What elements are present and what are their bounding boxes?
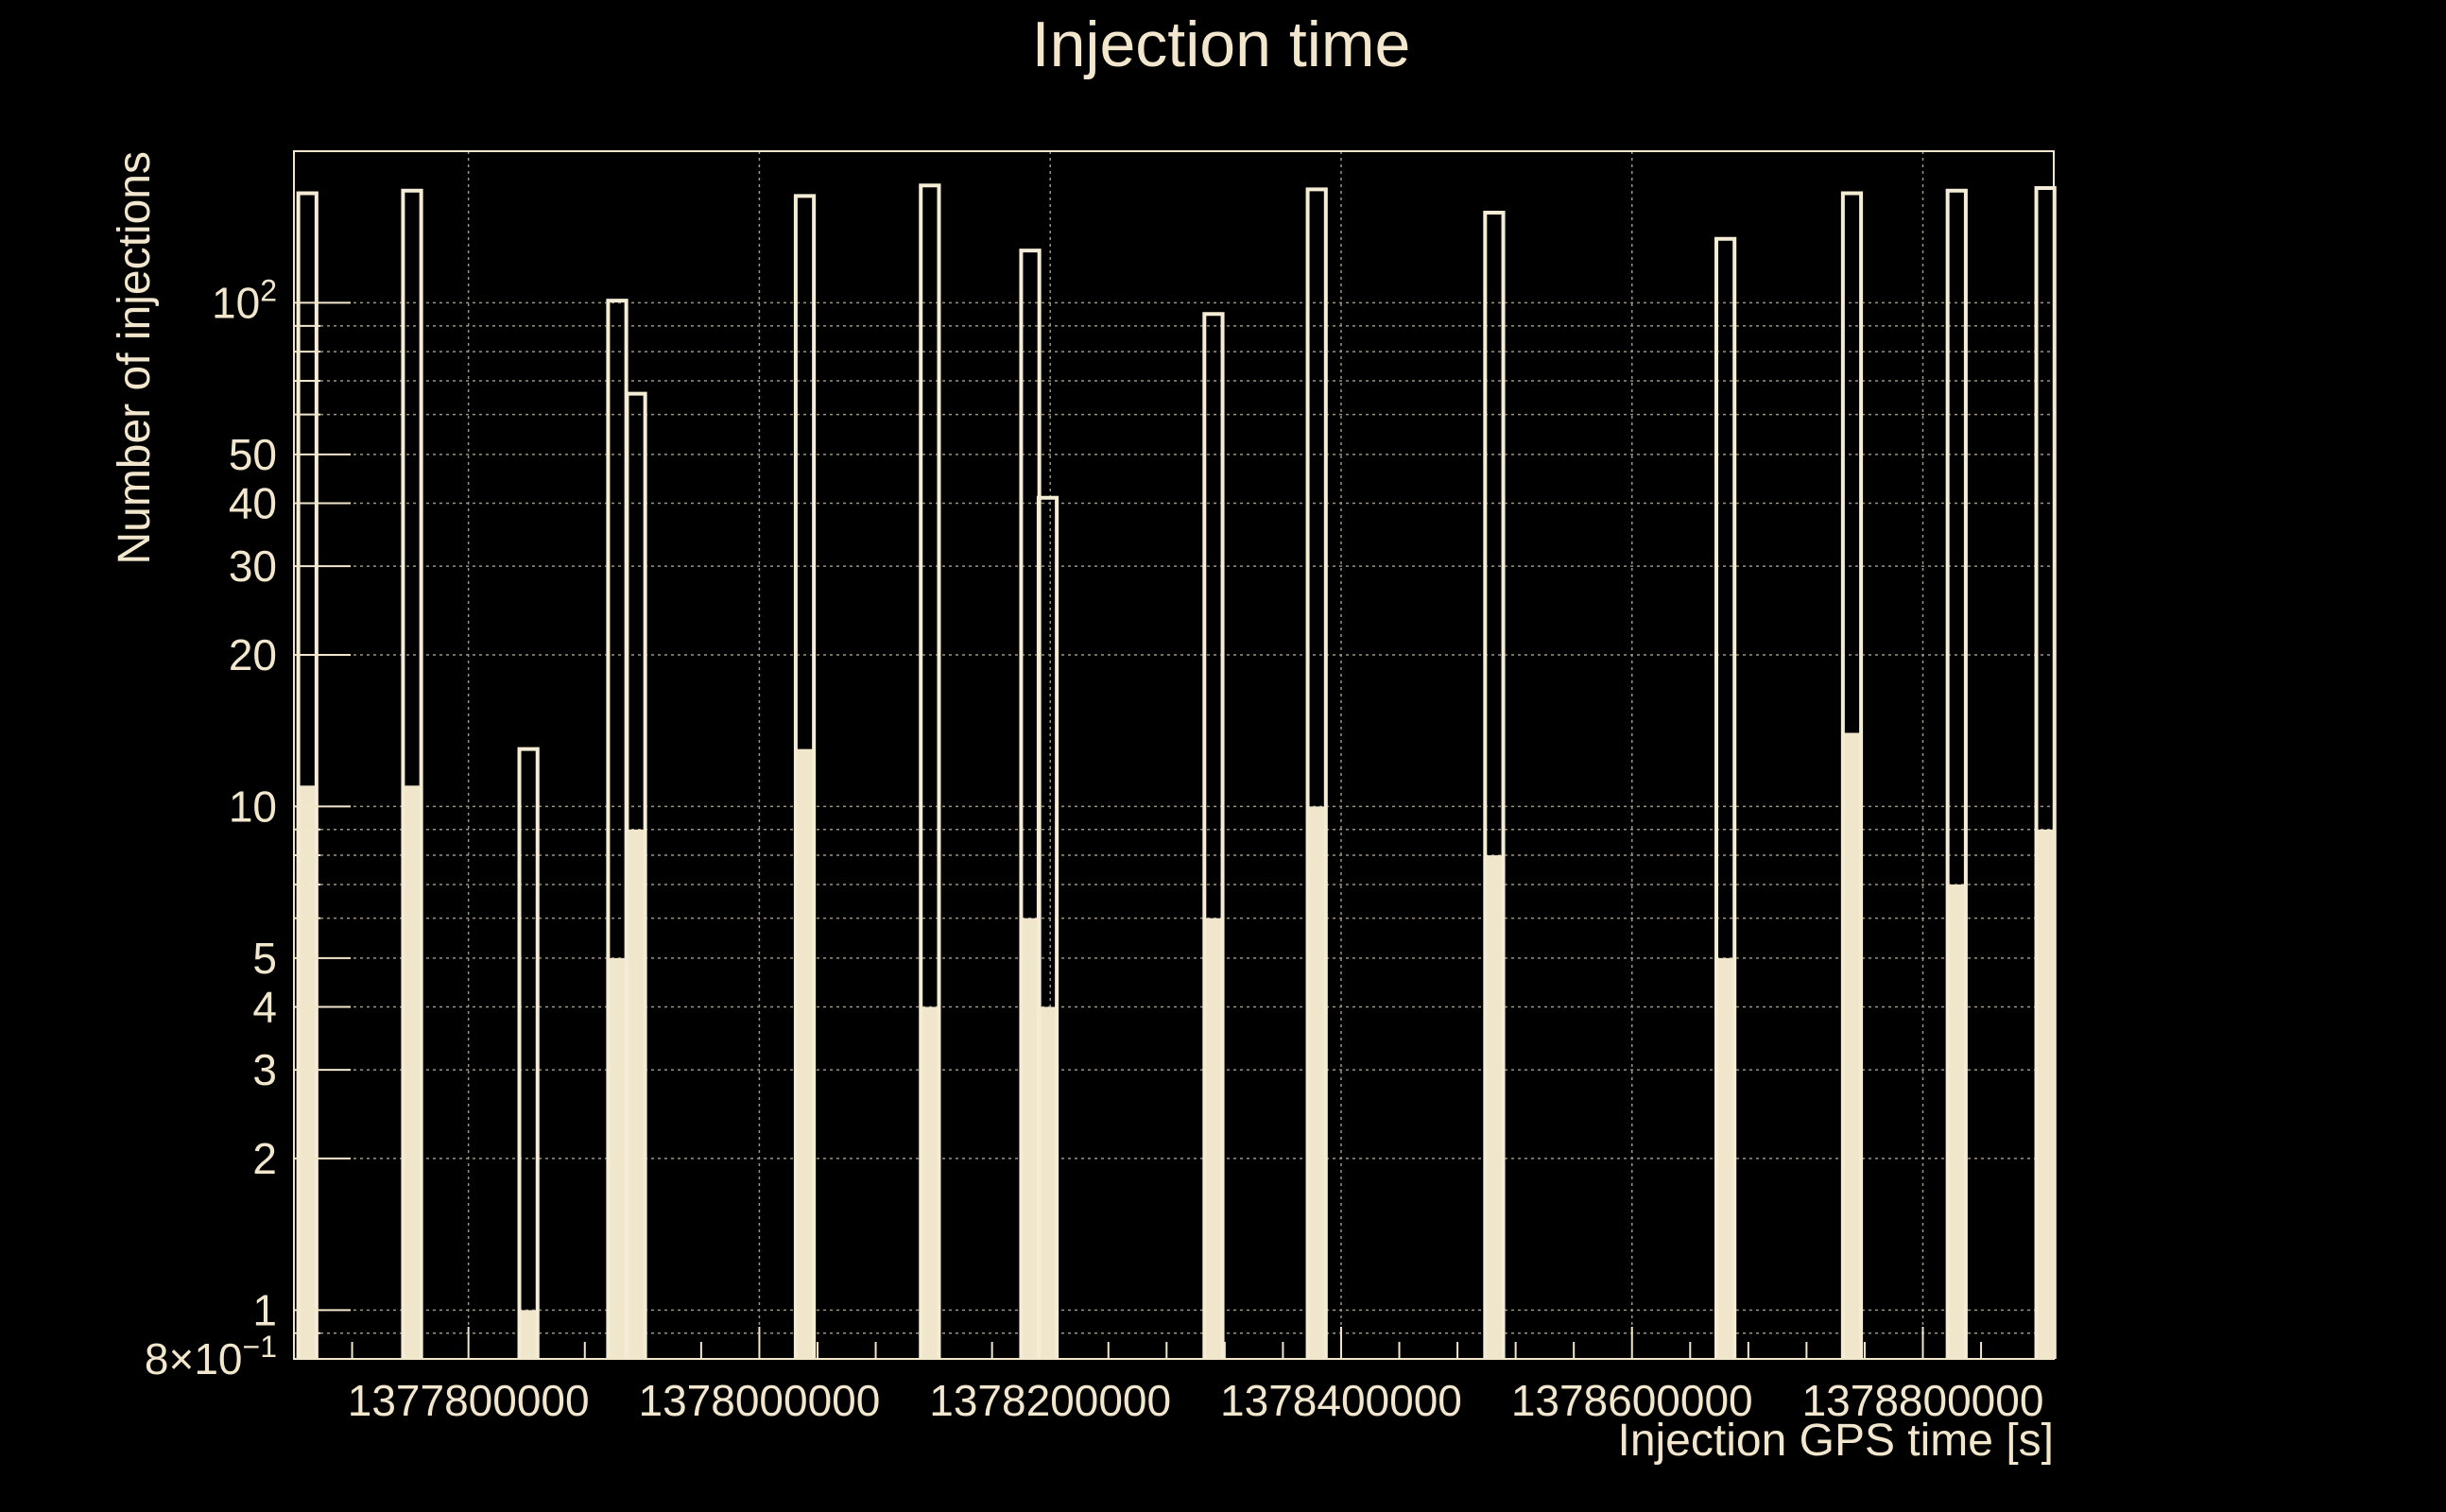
filled-bar: [2036, 829, 2055, 1359]
outline-bar: [625, 391, 647, 1359]
y-tick-label: 10: [229, 782, 277, 831]
outline-bar: [1036, 495, 1059, 1359]
filled-bar: [1947, 884, 1966, 1359]
filled-bar: [1038, 1006, 1058, 1359]
y-tick-label: 40: [229, 479, 277, 528]
x-axis-ticks: 1377800000 1378000000 1378200000 1378400000…: [293, 1327, 2044, 1425]
outline-bar: [401, 188, 423, 1359]
grid-lines: [294, 151, 2054, 1359]
outline-bar: [1202, 312, 1225, 1359]
filled-bar: [608, 957, 627, 1359]
outline-bar: [793, 194, 817, 1359]
outline-bar: [1945, 188, 1968, 1359]
filled-bar: [1715, 957, 1735, 1359]
y-tick-label: 20: [229, 630, 277, 679]
x-tick-label: 1378800000: [1802, 1376, 2044, 1425]
y-tick-label: 3: [252, 1045, 277, 1094]
x-tick-label: 1377800000: [348, 1376, 590, 1425]
filled-bar: [1485, 855, 1504, 1359]
filled-bar: [1842, 732, 1862, 1359]
y-tick-label: 8×10−1: [145, 1330, 277, 1383]
x-axis-label: Injection GPS time [s]: [1617, 1416, 2054, 1466]
outline-bar: [517, 747, 540, 1359]
x-tick-label: 1378200000: [929, 1376, 1171, 1425]
y-tick-label: 5: [252, 934, 277, 983]
filled-bar: [519, 1310, 538, 1359]
chart-title: Injection time: [1032, 9, 1411, 80]
x-tick-label: 1378600000: [1511, 1376, 1753, 1425]
filled-bar: [1204, 918, 1223, 1359]
filled-bar: [1307, 806, 1326, 1359]
outline-bars: [296, 183, 2057, 1359]
outline-bar: [296, 191, 319, 1359]
outline-bar: [1714, 236, 1737, 1359]
y-tick-label: 1: [252, 1285, 277, 1334]
outline-bar: [919, 183, 941, 1359]
filled-bars: [298, 732, 2055, 1359]
y-tick-label: 30: [229, 541, 277, 591]
outline-bar: [1483, 211, 1506, 1359]
filled-bar: [403, 785, 422, 1359]
filled-bar: [627, 829, 646, 1359]
y-tick-label: 2: [252, 1134, 277, 1183]
outline-bar: [1305, 187, 1328, 1359]
y-tick-label: 4: [252, 982, 277, 1031]
filled-bar: [795, 748, 815, 1359]
filled-bar: [298, 785, 317, 1359]
plot-frame: [293, 150, 2055, 1360]
filled-bar: [921, 1006, 939, 1359]
outline-bar: [1840, 191, 1864, 1359]
y-tick-label: 50: [229, 430, 277, 479]
filled-bar: [1021, 918, 1040, 1359]
x-tick-label: 1378400000: [1220, 1376, 1462, 1425]
y-axis-label: Number of injections: [110, 151, 160, 565]
y-tick-label: 102: [212, 273, 277, 327]
x-tick-label: 1378000000: [639, 1376, 881, 1425]
